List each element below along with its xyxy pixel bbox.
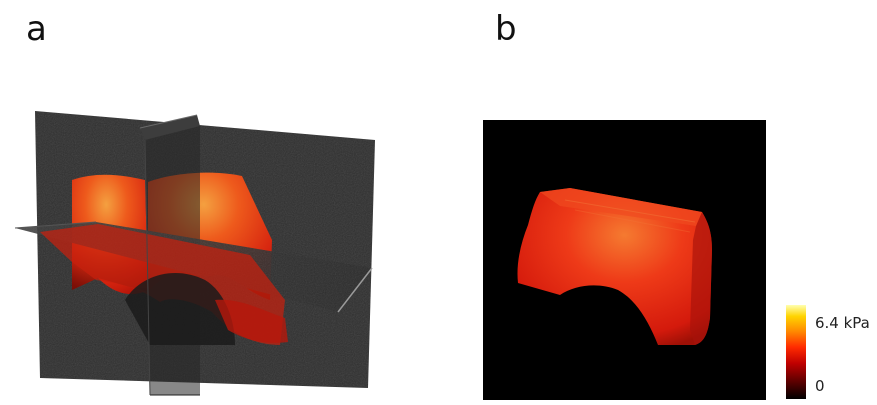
panel-b-label: b — [495, 9, 517, 49]
panel-b-render — [483, 120, 766, 400]
panel-a-label: a — [26, 9, 47, 49]
sagittal-plane-top — [140, 115, 200, 140]
colorbar-max-label: 6.4 kPa — [815, 314, 870, 332]
colorbar-gradient — [786, 305, 806, 399]
tissue-volume — [517, 188, 712, 345]
panel-a-slices — [14, 111, 375, 396]
colorbar — [786, 305, 806, 399]
arch-lumen — [125, 272, 235, 345]
colorbar-min-label: 0 — [815, 377, 825, 395]
